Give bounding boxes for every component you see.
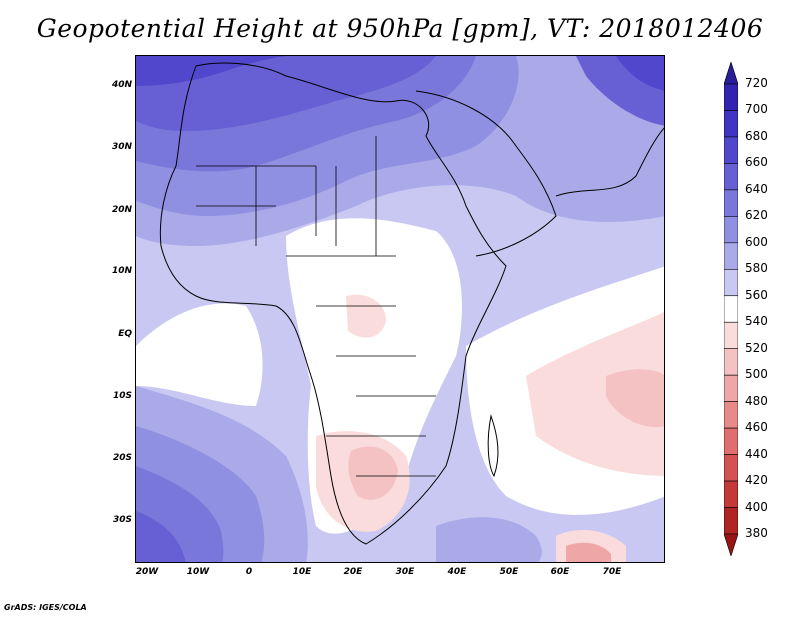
lat-label: EQ xyxy=(118,329,132,339)
madagascar-coastline xyxy=(487,414,499,478)
color-bar-label: 460 xyxy=(745,420,768,435)
lon-label: 10W xyxy=(186,567,210,577)
map-title: Geopotential Height at 950hPa [gpm], VT:… xyxy=(36,14,764,43)
lon-label: 0 xyxy=(245,567,253,577)
color-bar-segment xyxy=(724,189,738,217)
lon-label: 70E xyxy=(602,567,622,577)
color-bar-label: 660 xyxy=(745,155,768,170)
color-bar-segment xyxy=(724,401,738,429)
color-bar-label: 720 xyxy=(745,76,768,90)
color-bar-segment xyxy=(724,348,738,376)
color-bar-label: 480 xyxy=(745,393,768,408)
color-bar-label: 640 xyxy=(745,181,768,196)
color-bar-label: 680 xyxy=(745,128,768,143)
lon-label: 40E xyxy=(447,567,467,577)
color-bar-label: 440 xyxy=(745,446,768,461)
color-bar-label: 560 xyxy=(745,287,768,302)
lon-label: 10E xyxy=(292,567,312,577)
pink-region-far-south xyxy=(566,542,611,562)
lat-label: 20N xyxy=(111,205,132,215)
band-580-south-ocean xyxy=(436,517,542,562)
color-bar-top-arrow xyxy=(724,62,738,85)
color-bar-segment xyxy=(724,454,738,482)
color-bar-segment xyxy=(724,216,738,244)
lon-label: 20W xyxy=(135,567,159,577)
lat-label: 30S xyxy=(112,515,132,525)
pink-region-congo xyxy=(346,294,386,338)
color-bar-segment xyxy=(724,295,738,323)
color-bar-segment xyxy=(724,507,738,535)
color-bar-label: 520 xyxy=(745,340,768,355)
pink-region-kalahari xyxy=(348,446,398,500)
band-660-ne xyxy=(616,56,664,91)
pink-region-indian-ocean xyxy=(526,311,664,476)
color-bar-segment xyxy=(724,427,738,455)
credit-text: GrADS: IGES/COLA xyxy=(4,603,87,612)
color-bar-label: 700 xyxy=(745,102,768,117)
asia-coastline xyxy=(555,127,664,197)
lat-label: 10N xyxy=(111,266,132,276)
arabia-coastline xyxy=(415,90,557,257)
color-bar-segment xyxy=(724,110,738,138)
band-660-north xyxy=(136,56,286,86)
color-bar-segment xyxy=(724,480,738,508)
color-bar-label: 400 xyxy=(745,499,768,514)
color-bar-label: 500 xyxy=(745,367,768,382)
color-bar-segment xyxy=(724,242,738,270)
color-bar-label: 580 xyxy=(745,261,768,276)
country-borders xyxy=(196,136,436,477)
color-bar-segment xyxy=(724,163,738,191)
lat-label: 20S xyxy=(112,453,132,463)
color-bar-label: 620 xyxy=(745,208,768,223)
color-bar-segment xyxy=(724,83,738,111)
height-field xyxy=(136,56,664,562)
color-bar xyxy=(724,62,738,556)
band-640-south xyxy=(136,511,186,562)
color-bar-segment xyxy=(724,268,738,297)
lon-label: 20E xyxy=(343,567,363,577)
color-bar-bottom-arrow xyxy=(724,533,738,556)
color-bar-segment xyxy=(724,136,738,164)
lat-label: 10S xyxy=(112,391,132,401)
color-bar-label: 540 xyxy=(745,314,768,329)
lat-label: 40N xyxy=(111,80,132,90)
pink-region-mascarene xyxy=(606,369,664,427)
color-bar-segment xyxy=(724,321,738,350)
color-bar-label: 420 xyxy=(745,473,768,488)
color-bar-label: 600 xyxy=(745,234,768,249)
lon-label: 30E xyxy=(395,567,415,577)
lat-label: 30N xyxy=(111,142,132,152)
africa-coastline xyxy=(159,62,507,545)
color-bar-label: 380 xyxy=(745,526,768,540)
map-panel xyxy=(135,55,665,563)
lon-label: 60E xyxy=(550,567,570,577)
lon-label: 50E xyxy=(499,567,519,577)
white-region-atlantic xyxy=(136,303,263,406)
color-bar-segment xyxy=(724,374,738,402)
